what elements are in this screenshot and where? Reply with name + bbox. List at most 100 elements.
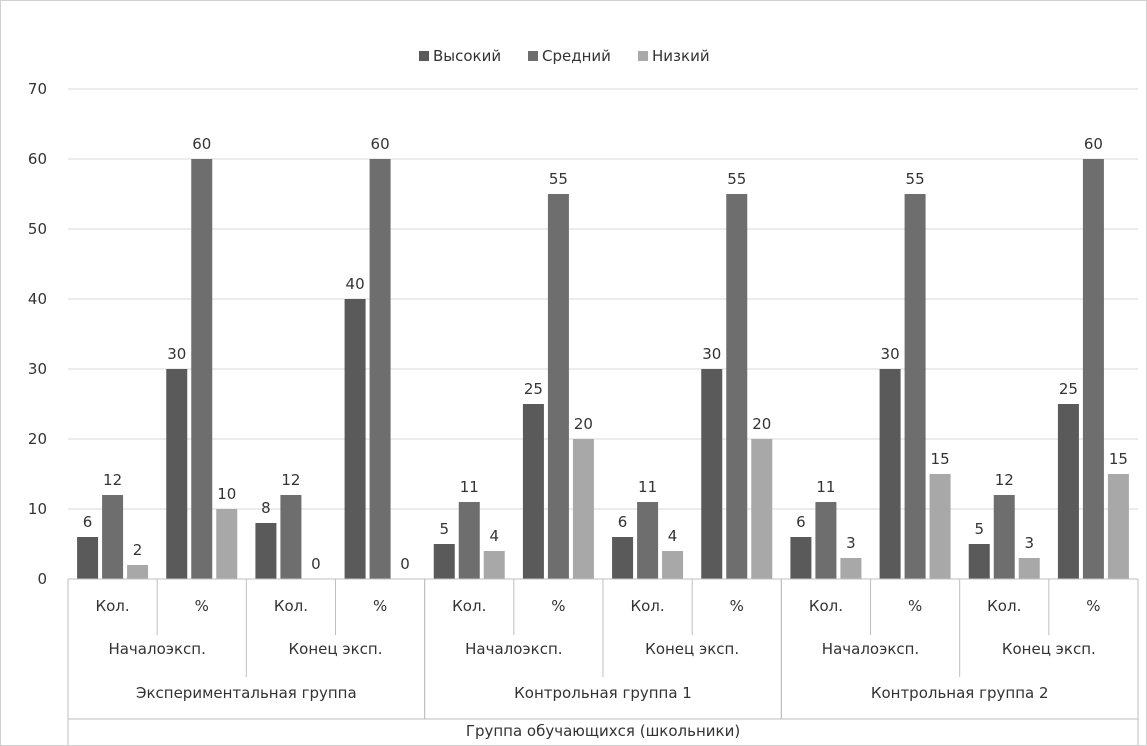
y-tick-label: 0 [37, 570, 47, 588]
y-tick-label: 70 [28, 80, 47, 98]
data-label: 60 [1084, 135, 1103, 153]
bar [216, 509, 238, 579]
bar [751, 439, 773, 579]
bar [191, 159, 213, 579]
x-tick-label: % [373, 597, 387, 615]
bar [127, 565, 149, 579]
bar [547, 194, 569, 579]
x-tick-label: Кол. [274, 597, 308, 615]
bar [701, 369, 723, 579]
bar [458, 502, 480, 579]
x-group-label-phase: Началоэксп. [108, 640, 205, 658]
x-tick-label: Кол. [809, 597, 843, 615]
x-group-label-group: Контрольная группа 2 [871, 684, 1049, 702]
data-label: 25 [524, 380, 543, 398]
data-label: 55 [727, 170, 746, 188]
data-label: 30 [167, 345, 186, 363]
bar [1018, 558, 1040, 579]
data-label: 15 [931, 450, 950, 468]
bar [280, 495, 302, 579]
data-label: 20 [574, 415, 593, 433]
data-label: 12 [281, 471, 300, 489]
bar [815, 502, 837, 579]
data-label: 60 [371, 135, 390, 153]
x-tick-label: % [730, 597, 744, 615]
x-group-label-outer: Группа обучающихся (школьники) [466, 722, 740, 740]
legend-label: Средний [542, 47, 611, 65]
y-tick-label: 10 [28, 500, 47, 518]
data-label: 30 [881, 345, 900, 363]
data-label: 40 [346, 275, 365, 293]
legend-label: Низкий [652, 47, 710, 65]
data-label: 10 [217, 485, 236, 503]
bar [879, 369, 901, 579]
x-group-label-phase: Конец эксп. [645, 640, 739, 658]
x-group-label-phase: Началоэксп. [822, 640, 919, 658]
bar [726, 194, 748, 579]
data-label: 5 [439, 520, 449, 538]
data-label: 20 [752, 415, 771, 433]
y-tick-label: 30 [28, 360, 47, 378]
bar [102, 495, 124, 579]
bar [369, 159, 391, 579]
legend: Высокий Средний Низкий [419, 47, 710, 65]
bar [662, 551, 684, 579]
y-tick-label: 50 [28, 220, 47, 238]
data-label: 60 [192, 135, 211, 153]
legend-swatch [528, 51, 538, 61]
x-tick-label: Кол. [95, 597, 129, 615]
bar [1107, 474, 1129, 579]
x-tick-label: % [551, 597, 565, 615]
x-tick-label: Кол. [452, 597, 486, 615]
data-label: 11 [638, 478, 657, 496]
data-label: 3 [846, 534, 856, 552]
x-group-label-phase: Конец эксп. [1002, 640, 1096, 658]
x-group-label-phase: Конец эксп. [289, 640, 383, 658]
data-label: 25 [1059, 380, 1078, 398]
x-group-label-phase: Началоэксп. [465, 640, 562, 658]
bar [255, 523, 277, 579]
y-axis: 0 10 20 30 40 50 60 70 [28, 80, 47, 588]
bars [77, 159, 1129, 579]
bar [433, 544, 455, 579]
bar [1057, 404, 1079, 579]
x-tick-label: % [1086, 597, 1100, 615]
x-group-label-group: Экспериментальная группа [136, 684, 357, 702]
data-label: 6 [618, 513, 628, 531]
bar [929, 474, 951, 579]
data-label: 5 [974, 520, 984, 538]
bar [790, 537, 812, 579]
data-label: 15 [1109, 450, 1128, 468]
data-label: 55 [549, 170, 568, 188]
bar [840, 558, 862, 579]
legend-label: Высокий [433, 47, 501, 65]
data-label: 6 [83, 513, 93, 531]
bar [483, 551, 505, 579]
y-tick-label: 20 [28, 430, 47, 448]
bar [166, 369, 188, 579]
bar [637, 502, 659, 579]
bar [968, 544, 990, 579]
data-label: 6 [796, 513, 806, 531]
data-label: 30 [702, 345, 721, 363]
bar [904, 194, 926, 579]
data-label: 2 [133, 541, 143, 559]
data-label: 11 [460, 478, 479, 496]
x-group-label-group: Контрольная группа 1 [514, 684, 692, 702]
legend-swatch [638, 51, 648, 61]
data-label: 0 [311, 555, 321, 573]
x-tick-label: Кол. [630, 597, 664, 615]
bar [612, 537, 634, 579]
gridlines [68, 88, 1138, 580]
data-label: 4 [489, 527, 499, 545]
bar [77, 537, 99, 579]
data-label: 4 [668, 527, 678, 545]
data-label: 11 [816, 478, 835, 496]
data-label: 3 [1024, 534, 1034, 552]
x-tick-label: Кол. [987, 597, 1021, 615]
data-label: 12 [995, 471, 1014, 489]
bar [572, 439, 594, 579]
y-tick-label: 40 [28, 290, 47, 308]
x-axis: Кол.% Кол.% Кол.% Кол.% Кол.% Кол. % Началоэксп… [67, 578, 1139, 745]
